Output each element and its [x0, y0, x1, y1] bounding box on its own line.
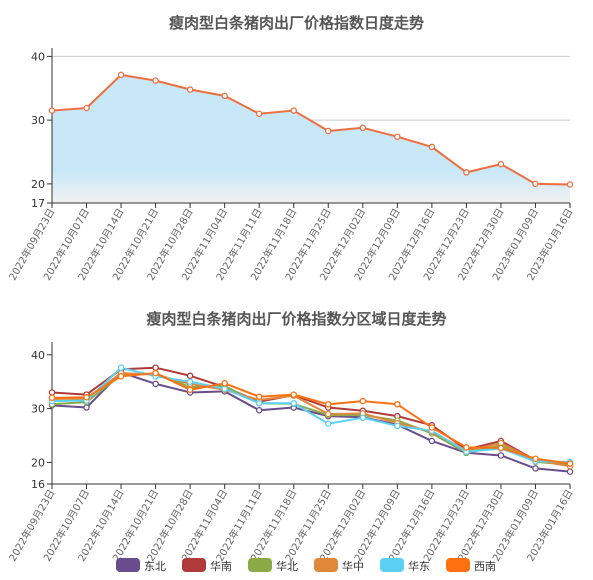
chart2-data-point	[325, 410, 332, 418]
chart2-data-point	[255, 406, 263, 414]
chart1-data-point	[83, 104, 90, 112]
chart2-series-line-华东	[51, 366, 571, 463]
chart2-data-point	[255, 399, 263, 407]
chart2-data-point	[117, 364, 125, 371]
chart1-data-point	[428, 143, 436, 151]
chart2-data-point	[117, 373, 125, 380]
chart2-data-point	[186, 386, 194, 394]
chart2-legend-label: 西南	[474, 560, 496, 573]
chart2-data-point	[290, 391, 297, 398]
chart1-data-point	[325, 127, 332, 135]
chart2-data-point	[83, 404, 90, 411]
chart2-legend-swatch	[182, 558, 206, 572]
chart2-data-point	[48, 389, 56, 396]
chart1-y-tick-label: 30	[31, 114, 45, 127]
chart2-data-point	[325, 401, 332, 408]
chart1-data-point	[221, 92, 228, 100]
chart2-data-point	[83, 394, 90, 401]
chart2-data-point	[428, 424, 436, 431]
chart2-legend-swatch	[248, 558, 272, 572]
chart2-data-point	[186, 378, 194, 385]
chart2-legend-swatch	[116, 558, 140, 572]
chart1-data-point	[186, 86, 194, 93]
chart2-legend-label: 华北	[276, 559, 298, 573]
chart1-y-tick-label: 17	[31, 197, 45, 210]
chart2-data-point	[290, 399, 297, 407]
chart2-legend-swatch	[314, 558, 338, 572]
chart2-y-tick-label: 20	[31, 456, 45, 469]
chart1-data-point	[566, 181, 574, 188]
chart2-series-line-华南	[51, 366, 571, 467]
chart1-data-point	[117, 71, 125, 79]
chart1-area-fill	[52, 74, 570, 203]
chart2-data-point	[152, 369, 159, 377]
chart2-series-line-华北	[51, 372, 571, 466]
chart2-legend-label: 华东	[408, 559, 430, 573]
chart1-data-point	[290, 107, 297, 114]
chart2-legend-label: 东北	[144, 560, 166, 573]
chart1-data-point	[463, 169, 470, 176]
chart2-data-point	[394, 422, 401, 430]
chart2-data-point	[152, 380, 159, 388]
chart2-y-tick-label: 40	[31, 349, 45, 362]
chart2-data-point	[532, 455, 539, 462]
chart2-data-point	[566, 460, 574, 467]
chart1-data-point	[532, 180, 539, 188]
chart2-data-point	[532, 465, 539, 472]
chart2-data-point	[221, 380, 228, 387]
chart1-data-point	[497, 160, 505, 168]
chart1-data-point	[152, 77, 159, 84]
chart1-series-line-index	[51, 73, 571, 186]
chart2-data-point	[255, 393, 263, 401]
chart2-title: 瘦肉型白条猪肉出厂价格指数分区域日度走势	[146, 310, 447, 328]
chart2-legend-swatch	[380, 558, 404, 572]
chart2-data-point	[566, 468, 574, 475]
chart2-data-point	[359, 397, 367, 405]
chart2-data-point	[152, 364, 159, 371]
chart1-y-tick-label: 40	[31, 50, 45, 63]
chart2-data-point	[221, 385, 228, 392]
chart1-y-tick-label: 20	[31, 178, 45, 191]
chart1-data-point	[359, 124, 367, 132]
chart2-data-point	[186, 372, 194, 380]
chart2-data-point	[463, 444, 470, 451]
chart2-data-point	[394, 401, 401, 408]
chart2-series-line-华中	[52, 372, 571, 468]
chart1-data-point	[48, 107, 56, 114]
chart2-legend-swatch	[446, 558, 470, 572]
chart1-data-point	[255, 110, 263, 118]
chart2-data-point	[48, 394, 56, 402]
chart2-data-point	[497, 444, 505, 452]
chart1-data-point	[394, 133, 401, 140]
chart2-data-point	[428, 437, 436, 445]
chart2-legend-label: 华中	[342, 559, 364, 573]
chart2-y-tick-label: 30	[31, 403, 45, 416]
chart1-title: 瘦肉型白条猪肉出厂价格指数日度走势	[168, 14, 424, 32]
chart2-legend-label: 华南	[210, 559, 232, 573]
chart2-data-point	[359, 414, 367, 422]
chart2-data-point	[497, 452, 505, 459]
chart2-data-point	[325, 420, 332, 427]
chart2-y-tick-label: 16	[31, 478, 45, 491]
chart2-series-line-东北	[51, 371, 571, 473]
chart2-series-line-西南	[51, 372, 571, 465]
